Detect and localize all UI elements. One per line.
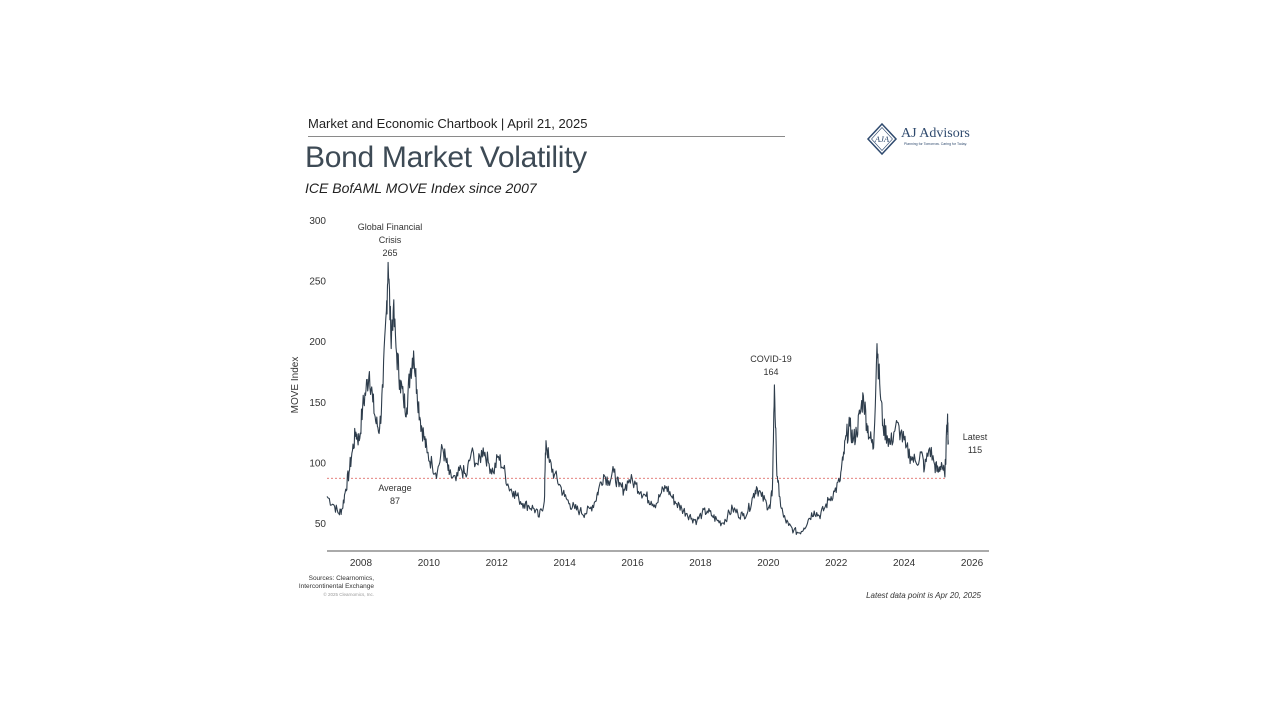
chartbook-header: Market and Economic Chartbook | April 21… bbox=[308, 116, 588, 131]
annotation-average-line: Average bbox=[378, 483, 411, 493]
x-tick-label: 2008 bbox=[350, 558, 373, 569]
annotation-latest-line: 115 bbox=[968, 445, 982, 455]
x-tick-label: 2012 bbox=[486, 558, 509, 569]
x-tick-label: 2022 bbox=[825, 558, 848, 569]
annotation-average-line: 87 bbox=[390, 496, 400, 506]
x-tick-label: 2010 bbox=[418, 558, 441, 569]
x-axis: 2008 2010 2012 2014 2016 2018 2020 2022 2024 2026 bbox=[327, 550, 989, 569]
y-axis: 50 100 150 200 250 300 MOVE Index bbox=[290, 216, 326, 530]
annotation-covid-line: COVID-19 bbox=[750, 354, 792, 364]
y-tick-label: 250 bbox=[309, 277, 326, 288]
x-tick-label: 2014 bbox=[554, 558, 577, 569]
logo-tagline: Planning for Tomorrow. Caring for Today. bbox=[904, 142, 968, 146]
y-axis-label: MOVE Index bbox=[290, 357, 301, 414]
logo-monogram: AJA bbox=[874, 134, 890, 144]
x-tick-label: 2018 bbox=[689, 558, 712, 569]
annotation-gfc-line: 265 bbox=[382, 248, 397, 258]
y-tick-label: 150 bbox=[309, 398, 326, 409]
y-tick-label: 50 bbox=[315, 519, 327, 530]
chart-subtitle: ICE BofAML MOVE Index since 2007 bbox=[305, 180, 537, 196]
x-tick-label: 2026 bbox=[961, 558, 984, 569]
copyright-note: © 2025 Clearnomics, Inc. bbox=[323, 592, 374, 597]
annotation-gfc-line: Global Financial bbox=[358, 222, 423, 232]
header-divider bbox=[308, 136, 785, 137]
latest-data-note: Latest data point is Apr 20, 2025 bbox=[866, 591, 981, 600]
x-tick-label: 2024 bbox=[893, 558, 916, 569]
annotation-latest-line: Latest bbox=[963, 432, 988, 442]
y-tick-label: 200 bbox=[309, 337, 326, 348]
chart-title: Bond Market Volatility bbox=[305, 141, 587, 174]
logo-name: AJ Advisors bbox=[901, 126, 970, 141]
x-tick-label: 2016 bbox=[621, 558, 644, 569]
sources-note: Sources: Clearnomics, Intercontinental E… bbox=[298, 575, 374, 590]
logo-diamond-icon: AJA bbox=[866, 122, 898, 156]
company-logo: AJA AJ Advisors Planning for Tomorrow. C… bbox=[866, 122, 978, 156]
annotation-gfc-line: Crisis bbox=[379, 235, 402, 245]
annotations: Global Financial Crisis 265 COVID-19 164 Aver… bbox=[358, 222, 988, 506]
y-tick-label: 100 bbox=[309, 458, 326, 469]
y-tick-label: 300 bbox=[309, 216, 326, 227]
annotation-covid-line: 164 bbox=[763, 367, 778, 377]
series-line-move-index bbox=[326, 261, 949, 535]
x-tick-label: 2020 bbox=[757, 558, 780, 569]
